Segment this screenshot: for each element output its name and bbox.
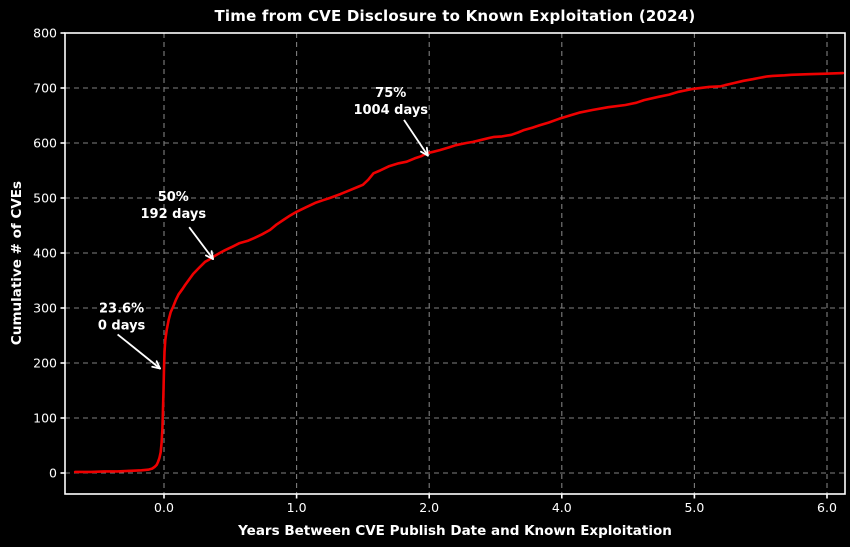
y-tick-label: 800 [33,26,57,41]
x-tick-label: 5.0 [684,500,704,515]
chart-title: Time from CVE Disclosure to Known Exploi… [214,7,696,25]
annotation-arrow [188,226,214,260]
annotation-arrow [403,119,429,157]
annotation-text: 0 days [98,318,146,333]
y-tick-label: 100 [33,411,57,426]
y-tick-label: 400 [33,246,57,261]
y-tick-label: 200 [33,356,57,371]
x-tick-label: 2.0 [419,500,439,515]
y-tick-label: 500 [33,191,57,206]
annotation-arrowhead [205,254,214,260]
y-tick-label: 600 [33,136,57,151]
annotation-text: 23.6% [99,301,144,316]
annotation-arrowhead [425,146,429,157]
y-tick-label: 300 [33,301,57,316]
x-tick-label: 6.0 [817,500,837,515]
annotation-text: 75% [375,86,406,101]
annotation-arrowhead [210,250,214,260]
annotation-arrowhead [155,360,161,370]
annotation-arrowhead [420,150,429,157]
annotation-arrowhead [151,365,161,370]
x-tick-label: 1.0 [287,500,307,515]
annotation-text: 192 days [141,207,207,222]
annotation-text: 50% [158,190,189,205]
x-tick-label: 4.0 [552,500,572,515]
x-tick-label: 0.0 [154,500,174,515]
axis-spines [64,32,846,495]
y-tick-label: 0 [49,466,57,481]
cve-cumulative-curve [73,71,845,474]
annotation-arrow [117,333,161,370]
y-tick-label: 700 [33,81,57,96]
annotation-text: 1004 days [353,103,428,118]
x-axis-label: Years Between CVE Publish Date and Known… [238,523,672,539]
